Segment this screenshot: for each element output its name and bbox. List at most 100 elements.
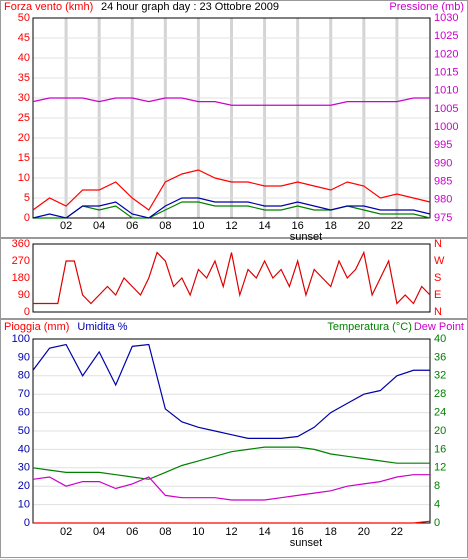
y-tick-label: 45 bbox=[18, 32, 30, 44]
y2-tick-label: 0 bbox=[434, 517, 440, 529]
x-tick-label: 20 bbox=[358, 220, 370, 232]
x-tick-label: 10 bbox=[192, 526, 204, 538]
y-tick-label: 70 bbox=[18, 388, 30, 400]
y2-tick-label: 4 bbox=[434, 499, 440, 511]
y-tick-label: 100 bbox=[12, 333, 30, 345]
panel-frame bbox=[0, 238, 468, 319]
y2-tick-label: 1030 bbox=[434, 12, 458, 24]
x-tick-label: 06 bbox=[126, 526, 138, 538]
x-tick-label: 08 bbox=[159, 220, 171, 232]
data-line bbox=[33, 250, 431, 305]
legend-label: Pioggia (mm) bbox=[4, 321, 69, 333]
y-tick-label: 270 bbox=[12, 255, 30, 267]
y2-tick-label: 980 bbox=[434, 194, 452, 206]
y2-tick-label: 8 bbox=[434, 480, 440, 492]
y-tick-label: 30 bbox=[18, 462, 30, 474]
y-tick-label: 25 bbox=[18, 112, 30, 124]
annotation: sunset bbox=[290, 231, 322, 243]
y2-tick-label: 36 bbox=[434, 351, 446, 363]
data-line bbox=[32, 97, 430, 106]
y2-tick-label: N bbox=[434, 306, 442, 318]
y2-tick-label: 1010 bbox=[434, 85, 458, 97]
y2-tick-label: 975 bbox=[434, 212, 452, 224]
x-tick-label: 04 bbox=[93, 526, 105, 538]
y-tick-label: 80 bbox=[18, 370, 30, 382]
y-tick-label: 5 bbox=[24, 192, 30, 204]
y2-tick-label: N bbox=[434, 238, 442, 250]
y2-tick-label: 1015 bbox=[434, 66, 458, 78]
y2-tick-label: 1020 bbox=[434, 48, 458, 60]
x-tick-label: 10 bbox=[192, 220, 204, 232]
x-tick-label: 22 bbox=[391, 526, 403, 538]
data-line bbox=[32, 169, 431, 211]
x-tick-label: 16 bbox=[292, 220, 304, 232]
y-tick-label: 360 bbox=[12, 238, 30, 250]
y-tick-label: 50 bbox=[18, 425, 30, 437]
x-tick-label: 14 bbox=[258, 526, 270, 538]
panel-frame bbox=[0, 319, 468, 558]
y-tick-label: 35 bbox=[18, 72, 30, 84]
plot-border bbox=[32, 243, 431, 313]
data-line bbox=[32, 197, 431, 219]
data-line bbox=[32, 446, 430, 480]
y2-tick-label: 990 bbox=[434, 157, 452, 169]
y-tick-label: 15 bbox=[18, 152, 30, 164]
x-tick-label: 18 bbox=[325, 526, 337, 538]
y2-tick-label: S bbox=[434, 272, 441, 284]
y-tick-label: 20 bbox=[18, 132, 30, 144]
y-tick-label: 180 bbox=[12, 272, 30, 284]
y2-tick-label: E bbox=[434, 289, 441, 301]
y-tick-label: 10 bbox=[18, 499, 30, 511]
y2-tick-label: W bbox=[434, 255, 445, 267]
x-tick-label: 22 bbox=[391, 220, 403, 232]
y2-tick-label: 1025 bbox=[434, 30, 458, 42]
annotation: sunset bbox=[290, 537, 322, 549]
y-tick-label: 20 bbox=[18, 480, 30, 492]
x-tick-label: 16 bbox=[292, 526, 304, 538]
y-tick-label: 10 bbox=[18, 172, 30, 184]
legend-label: Forza vento (kmh) bbox=[4, 1, 93, 13]
y2-tick-label: 985 bbox=[434, 176, 452, 188]
y2-tick-label: 12 bbox=[434, 462, 446, 474]
y2-tick-label: 40 bbox=[434, 333, 446, 345]
y2-tick-label: 16 bbox=[434, 443, 446, 455]
y2-tick-label: 20 bbox=[434, 425, 446, 437]
y-tick-label: 40 bbox=[18, 443, 30, 455]
x-tick-label: 06 bbox=[126, 220, 138, 232]
legend-label: Pressione (mb) bbox=[389, 1, 464, 13]
x-tick-label: 14 bbox=[258, 220, 270, 232]
y-tick-label: 30 bbox=[18, 92, 30, 104]
x-tick-label: 02 bbox=[60, 526, 72, 538]
data-line bbox=[32, 343, 430, 439]
data-line bbox=[33, 201, 431, 219]
x-tick-label: 02 bbox=[60, 220, 72, 232]
y-tick-label: 0 bbox=[24, 306, 30, 318]
y-tick-label: 60 bbox=[18, 407, 30, 419]
y-tick-label: 0 bbox=[24, 517, 30, 529]
chart-title: 24 hour graph day : 23 Ottobre 2009 bbox=[101, 1, 279, 13]
x-tick-label: 18 bbox=[325, 220, 337, 232]
data-line bbox=[33, 520, 431, 524]
y-tick-label: 90 bbox=[18, 351, 30, 363]
y2-tick-label: 995 bbox=[434, 139, 452, 151]
plot-border bbox=[32, 17, 431, 219]
x-tick-label: 04 bbox=[93, 220, 105, 232]
x-tick-label: 12 bbox=[225, 220, 237, 232]
y2-tick-label: 32 bbox=[434, 370, 446, 382]
legend-label: Umidita % bbox=[77, 321, 127, 333]
y-tick-label: 90 bbox=[18, 289, 30, 301]
legend-label: Dew Point bbox=[414, 321, 464, 333]
y2-tick-label: 28 bbox=[434, 388, 446, 400]
legend-label: Temperatura (°C) bbox=[327, 321, 411, 333]
data-line bbox=[32, 474, 430, 501]
y2-tick-label: 1000 bbox=[434, 121, 458, 133]
x-tick-label: 12 bbox=[225, 526, 237, 538]
y-tick-label: 0 bbox=[24, 212, 30, 224]
x-tick-label: 08 bbox=[159, 526, 171, 538]
y-tick-label: 40 bbox=[18, 52, 30, 64]
y2-tick-label: 1005 bbox=[434, 103, 458, 115]
y-tick-label: 50 bbox=[18, 12, 30, 24]
y2-tick-label: 24 bbox=[434, 407, 446, 419]
x-tick-label: 20 bbox=[358, 526, 370, 538]
